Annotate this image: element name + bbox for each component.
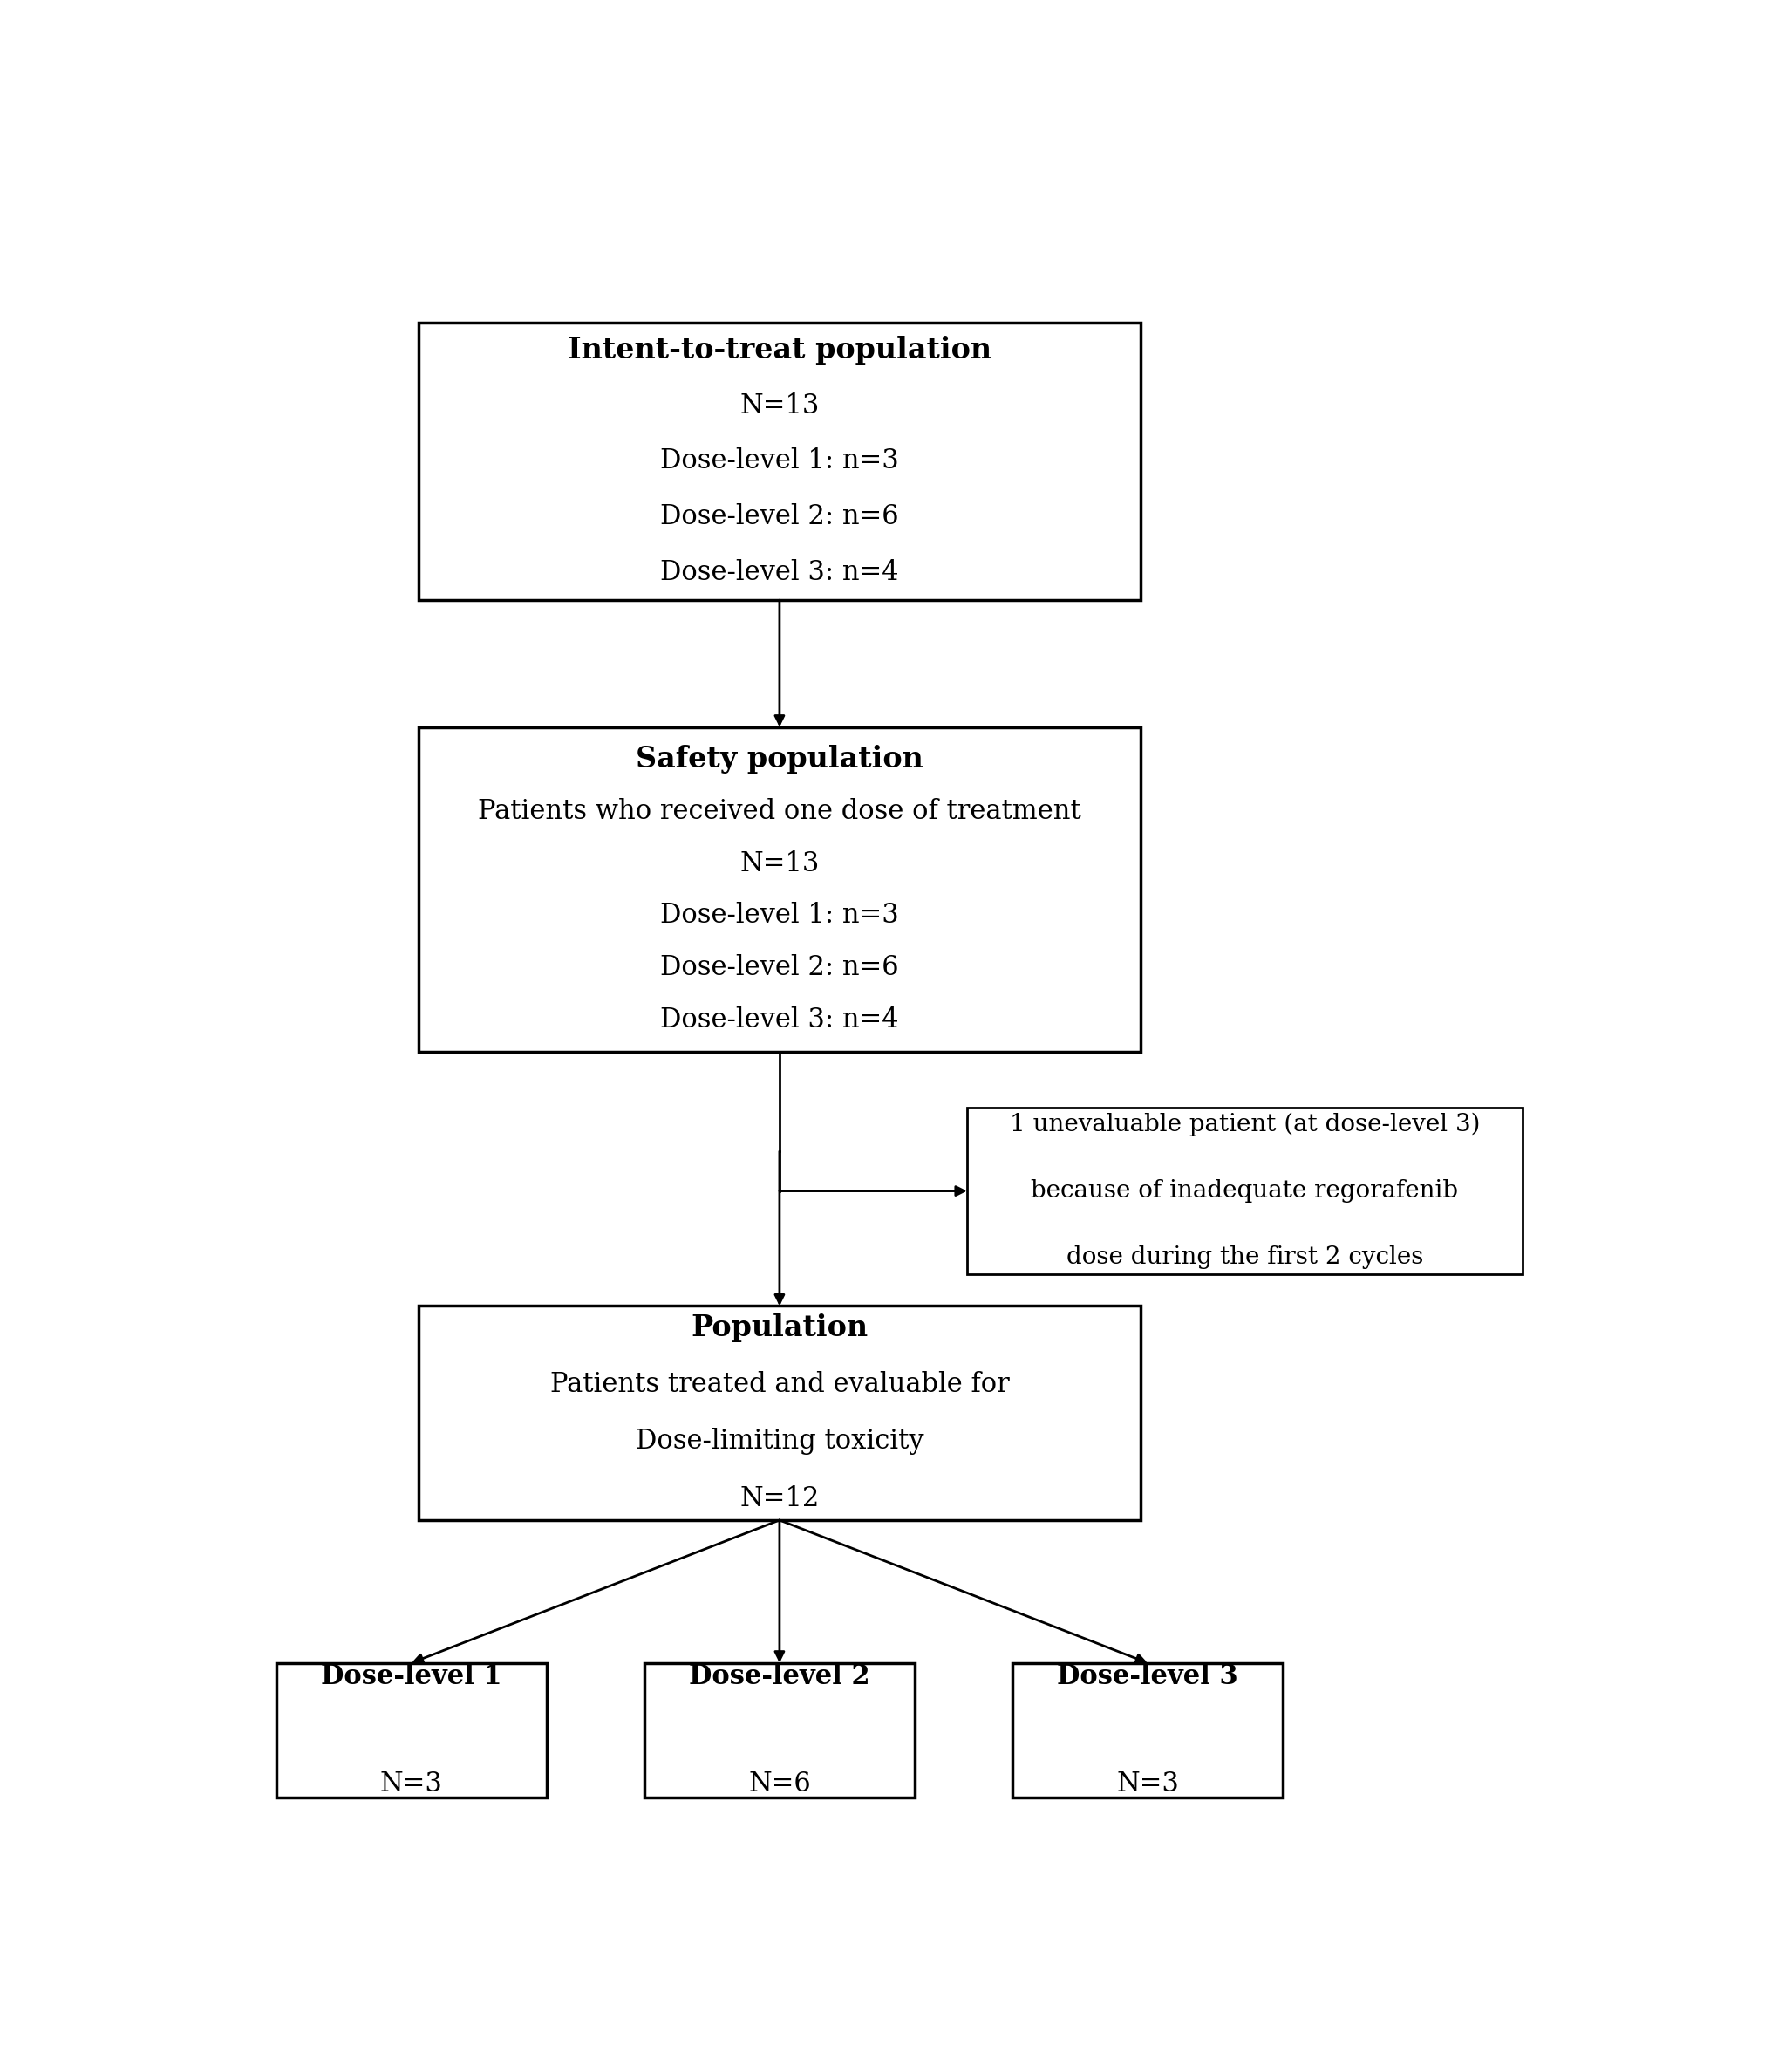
Text: because of inadequate regorafenib: because of inadequate regorafenib [1030,1178,1459,1203]
Bar [1012,1662,1283,1798]
Text: Safety population: Safety population [636,746,923,775]
Text: Dose-level 2: Dose-level 2 [688,1662,871,1689]
Text: N=6: N=6 [749,1772,810,1798]
Text: Dose-limiting toxicity: Dose-limiting toxicity [636,1428,923,1454]
Text: dose during the first 2 cycles: dose during the first 2 cycles [1066,1246,1423,1269]
Text: N=3: N=3 [1116,1772,1179,1798]
Text: 1 unevaluable patient (at dose-level 3): 1 unevaluable patient (at dose-level 3) [1009,1112,1480,1137]
Text: Patients treated and evaluable for: Patients treated and evaluable for [550,1372,1009,1399]
Bar [419,323,1142,599]
Text: Patients who received one dose of treatment: Patients who received one dose of treatm… [478,797,1081,826]
Bar [968,1108,1523,1275]
Text: Dose-level 2: n=6: Dose-level 2: n=6 [659,954,900,981]
Text: Dose-level 1: n=3: Dose-level 1: n=3 [659,902,900,929]
Bar [419,1306,1142,1520]
Text: Dose-level 2: n=6: Dose-level 2: n=6 [659,503,900,529]
Text: Dose-level 1: Dose-level 1 [321,1662,502,1689]
Text: N=12: N=12 [740,1485,819,1512]
Text: Dose-level 1: n=3: Dose-level 1: n=3 [659,447,900,476]
Text: Intent-to-treat population: Intent-to-treat population [568,336,991,365]
Text: Dose-level 3: n=4: Dose-level 3: n=4 [659,1005,900,1034]
Text: Dose-level 3: Dose-level 3 [1057,1662,1238,1689]
Text: N=13: N=13 [740,391,819,420]
Bar [643,1662,916,1798]
Text: Population: Population [692,1312,867,1341]
Text: N=13: N=13 [740,851,819,878]
Text: N=3: N=3 [380,1772,443,1798]
Text: Dose-level 3: n=4: Dose-level 3: n=4 [659,558,900,585]
Bar [419,727,1142,1053]
Bar [276,1662,547,1798]
